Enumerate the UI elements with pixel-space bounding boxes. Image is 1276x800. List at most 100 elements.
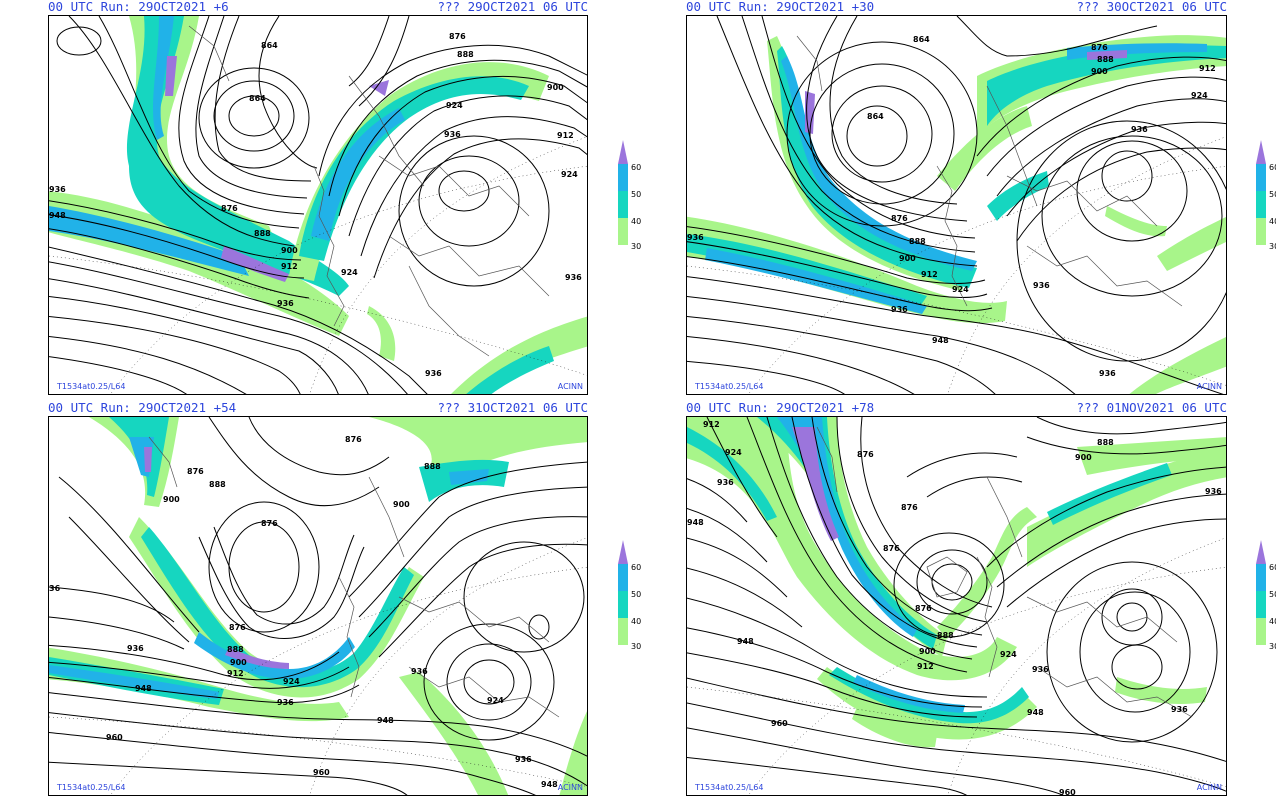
contour-label: 924	[1191, 91, 1208, 100]
legend-swatch-50	[618, 591, 628, 618]
contour-label: 864	[261, 41, 278, 50]
wind-speed-legend-bottom: 60 50 40 30	[615, 540, 645, 651]
map-graphic: 864 864 876 888 900 912 924 936 876 888 …	[687, 16, 1226, 394]
contour-label: 876	[229, 623, 246, 632]
contour-label: 888	[424, 462, 441, 471]
contour-label: 960	[1059, 788, 1076, 796]
contour-label: 876	[221, 204, 238, 213]
contour-label: 876	[857, 450, 874, 459]
map-panel-4: 00 UTC Run: 29OCT2021 +78 ??? 01NOV2021 …	[686, 401, 1227, 797]
contour-label: 864	[913, 35, 930, 44]
contour-label: 936	[1131, 125, 1148, 134]
contour-label: 888	[457, 50, 474, 59]
legend-label: 40	[1269, 217, 1276, 226]
contour-label: 900	[899, 254, 916, 263]
contour-label: 936	[1032, 665, 1049, 674]
contour-label: 936	[277, 698, 294, 707]
legend-label: 40	[631, 617, 642, 626]
geopotential-map: 864 864 876 888 900 912 924 936 924 936 …	[48, 15, 588, 395]
geopotential-map: 912 924 936 948 876 876 876 876 888 900 …	[686, 416, 1227, 796]
contour-label: 912	[227, 669, 244, 678]
contour-label: 876	[187, 467, 204, 476]
legend-label: 40	[631, 217, 642, 226]
contour-label: 948	[377, 716, 394, 725]
legend-swatch-60	[618, 564, 628, 591]
contour-label: 876	[1091, 43, 1108, 52]
legend-label: 30	[1269, 642, 1276, 651]
legend-label: 50	[631, 590, 642, 599]
contour-label: 936	[425, 369, 442, 378]
legend-label: 40	[1269, 617, 1276, 626]
contour-label: 912	[281, 262, 298, 271]
contour-label: 936	[1033, 281, 1050, 290]
contour-label: 948	[1027, 708, 1044, 717]
source-credit: ACINN	[557, 783, 583, 792]
panel-run-label: 00 UTC Run: 29OCT2021 +30	[686, 0, 875, 14]
contour-label: 900	[1075, 453, 1092, 462]
contour-label: 912	[703, 420, 720, 429]
wind-speed-legend-top: 60 50 40 30	[615, 140, 645, 251]
contour-label: 912	[557, 131, 574, 140]
map-graphic: 876 888 900 876 876 888 900 912 924 936 …	[49, 417, 587, 795]
contour-label: 900	[919, 647, 936, 656]
contour-label: 936	[687, 233, 704, 242]
contour-label: 888	[254, 229, 271, 238]
contour-label: 936	[1171, 705, 1188, 714]
contour-label: 876	[883, 544, 900, 553]
contour-label: 876	[915, 604, 932, 613]
contour-label: 936	[277, 299, 294, 308]
contour-label: 924	[561, 170, 578, 179]
panel-run-label: 00 UTC Run: 29OCT2021 +6	[48, 0, 229, 14]
contour-label: 912	[917, 662, 934, 671]
legend-label: 50	[631, 190, 642, 199]
legend-label: 50	[1269, 590, 1276, 599]
contour-label: 936	[891, 305, 908, 314]
legend-swatch-60	[1256, 164, 1266, 191]
legend-arrow	[1256, 140, 1266, 164]
contour-label: 900	[230, 658, 247, 667]
contour-label: 936	[565, 273, 582, 282]
legend-label: 50	[1269, 190, 1276, 199]
contour-label: 888	[1097, 438, 1114, 447]
legend-swatch-40	[1256, 218, 1266, 245]
legend-swatch-40	[618, 218, 628, 245]
contour-label: 960	[106, 733, 123, 742]
contour-label: 936	[515, 755, 532, 764]
legend-label: 30	[631, 642, 642, 651]
model-credit: T1534at0.25/L64	[695, 382, 764, 391]
legend-label: 30	[1269, 242, 1276, 251]
contour-label: 924	[446, 101, 463, 110]
legend-label: 60	[1269, 163, 1276, 172]
contour-label: 936	[411, 667, 428, 676]
contour-label: 948	[687, 518, 704, 527]
model-credit: T1534at0.25/L64	[57, 382, 126, 391]
legend-swatch-50	[1256, 191, 1266, 218]
contour-label: 36	[49, 584, 61, 593]
contour-label: 936	[49, 185, 66, 194]
contour-label: 876	[449, 32, 466, 41]
contour-label: 948	[135, 684, 152, 693]
panel-valid-time: ??? 29OCT2021 06 UTC	[437, 0, 588, 14]
legend-swatch-60	[618, 164, 628, 191]
legend-arrow	[1256, 540, 1266, 564]
contour-label: 936	[1099, 369, 1116, 378]
contour-label: 948	[932, 336, 949, 345]
source-credit: ACINN	[1196, 382, 1222, 391]
geopotential-map: 864 864 876 888 900 912 924 936 876 888 …	[686, 15, 1227, 395]
contour-label: 912	[1199, 64, 1216, 73]
panel-run-label: 00 UTC Run: 29OCT2021 +78	[686, 400, 875, 415]
contour-label: 900	[393, 500, 410, 509]
contour-label: 888	[1097, 55, 1114, 64]
wind-speed-legend-top-right: 60 50 40 30	[1253, 140, 1276, 251]
source-credit: ACINN	[557, 382, 583, 391]
map-graphic: 912 924 936 948 876 876 876 876 888 900 …	[687, 417, 1226, 796]
contour-label: 948	[541, 780, 558, 789]
contour-label: 900	[1091, 67, 1108, 76]
contour-label: 924	[952, 285, 969, 294]
model-credit: T1534at0.25/L64	[57, 783, 126, 792]
legend-label: 60	[631, 163, 642, 172]
contour-label: 924	[1000, 650, 1017, 659]
contour-label: 888	[209, 480, 226, 489]
contour-label: 948	[737, 637, 754, 646]
contour-label: 900	[281, 246, 298, 255]
